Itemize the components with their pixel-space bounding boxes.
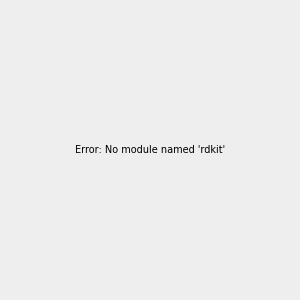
- Text: Error: No module named 'rdkit': Error: No module named 'rdkit': [75, 145, 225, 155]
